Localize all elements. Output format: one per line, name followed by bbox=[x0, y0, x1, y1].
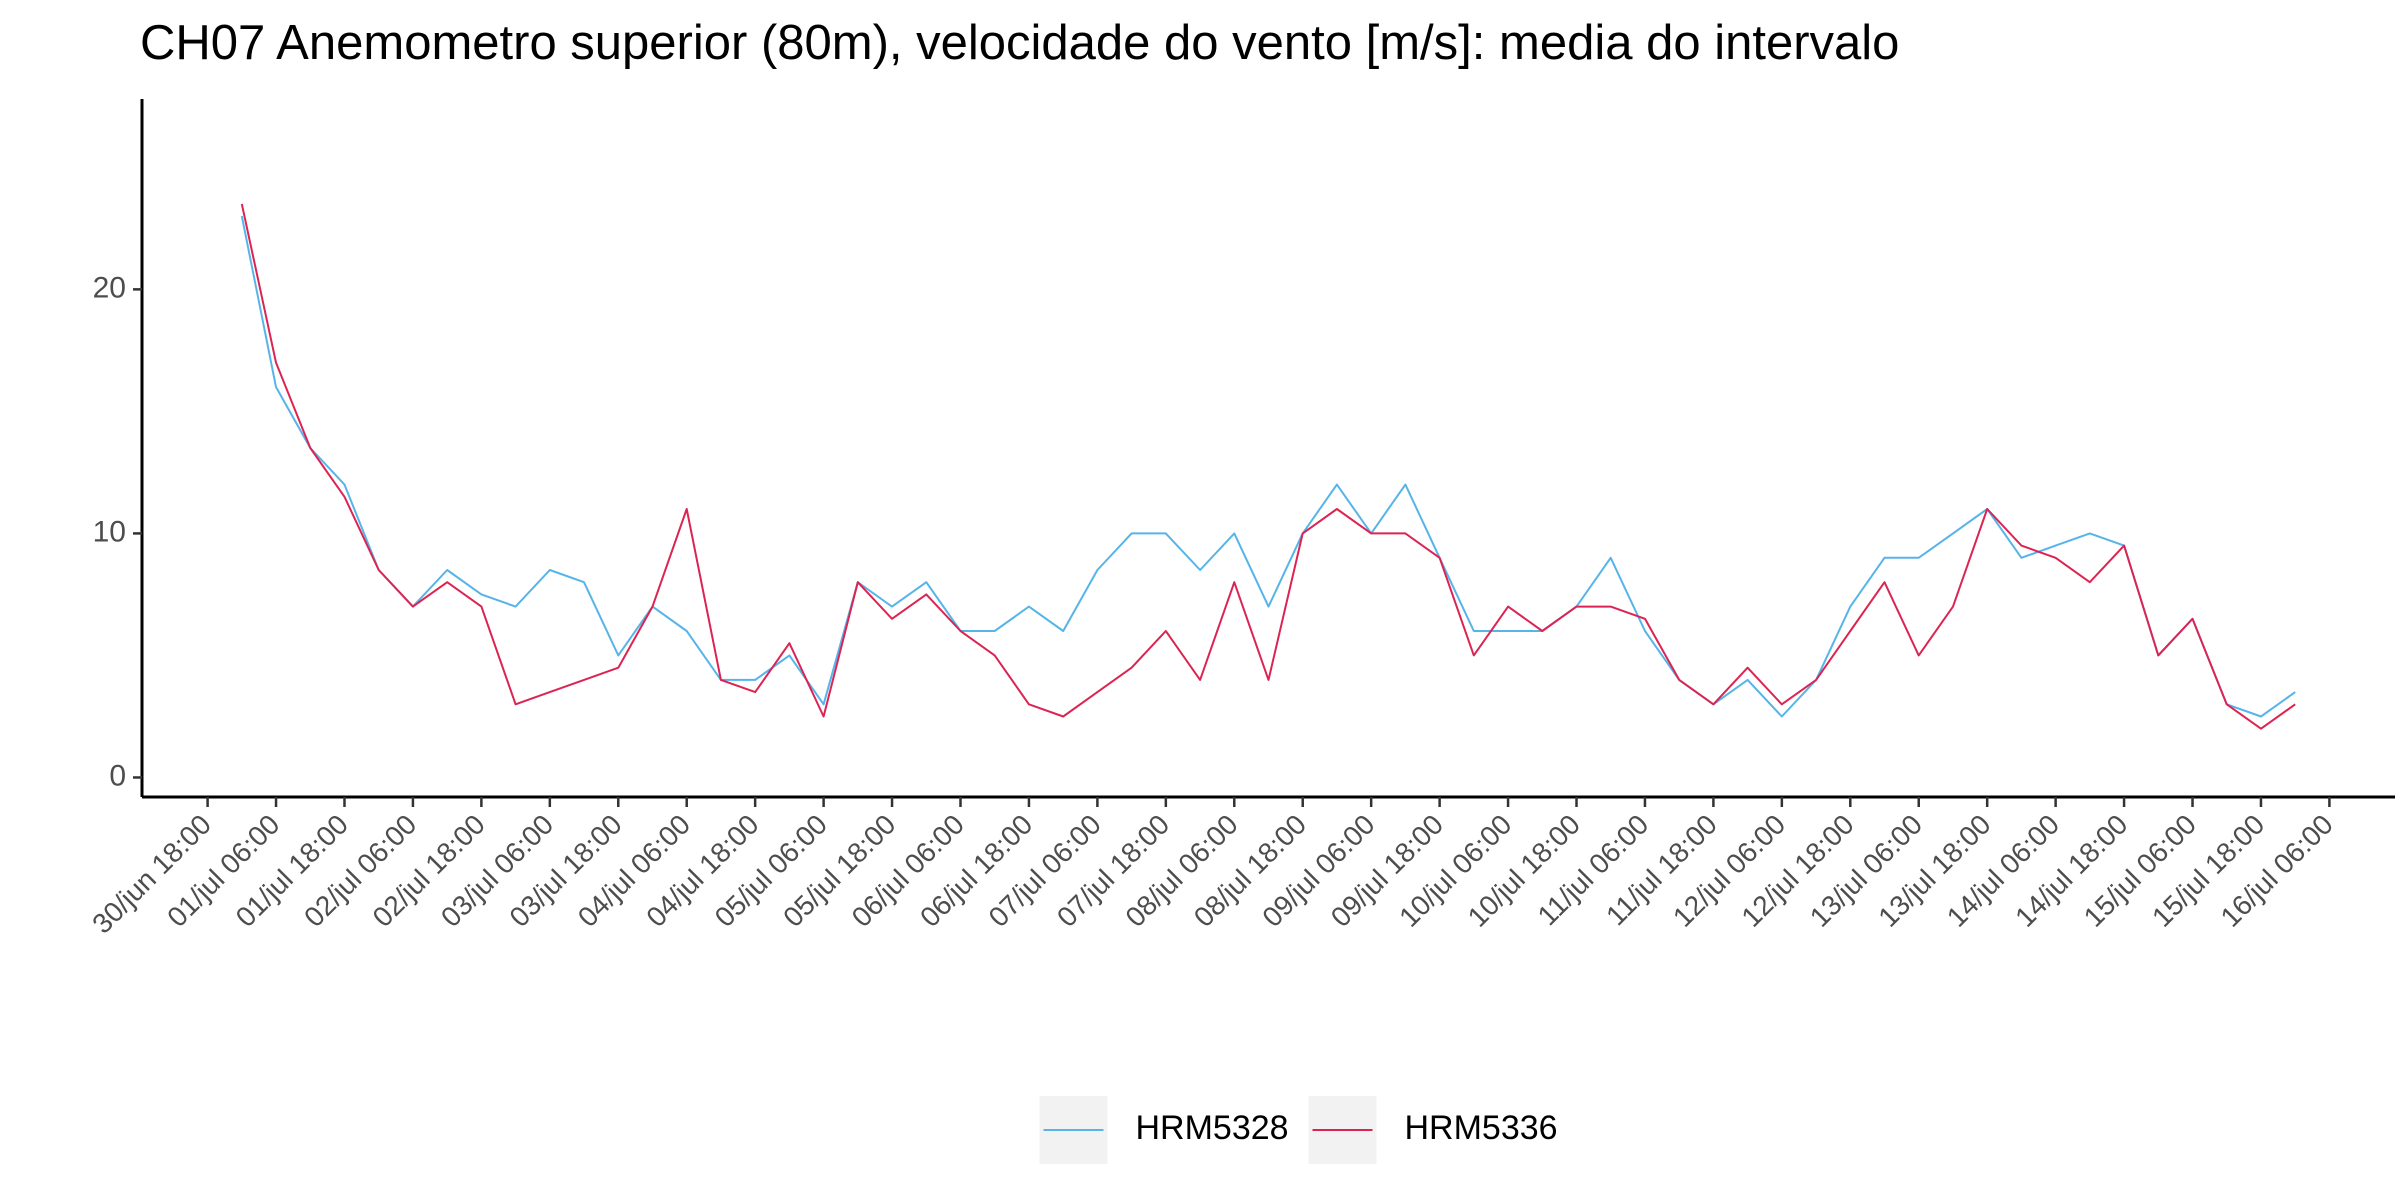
y-tick-label: 20 bbox=[93, 271, 126, 304]
y-tick-label: 0 bbox=[109, 759, 126, 792]
series-line bbox=[240, 215, 2296, 718]
chart-title: CH07 Anemometro superior (80m), velocida… bbox=[140, 16, 1899, 70]
series-line bbox=[240, 203, 2296, 730]
legend-label: HRM5336 bbox=[1405, 1109, 1558, 1147]
legend-label: HRM5328 bbox=[1136, 1109, 1289, 1147]
y-tick-label: 10 bbox=[93, 515, 126, 548]
